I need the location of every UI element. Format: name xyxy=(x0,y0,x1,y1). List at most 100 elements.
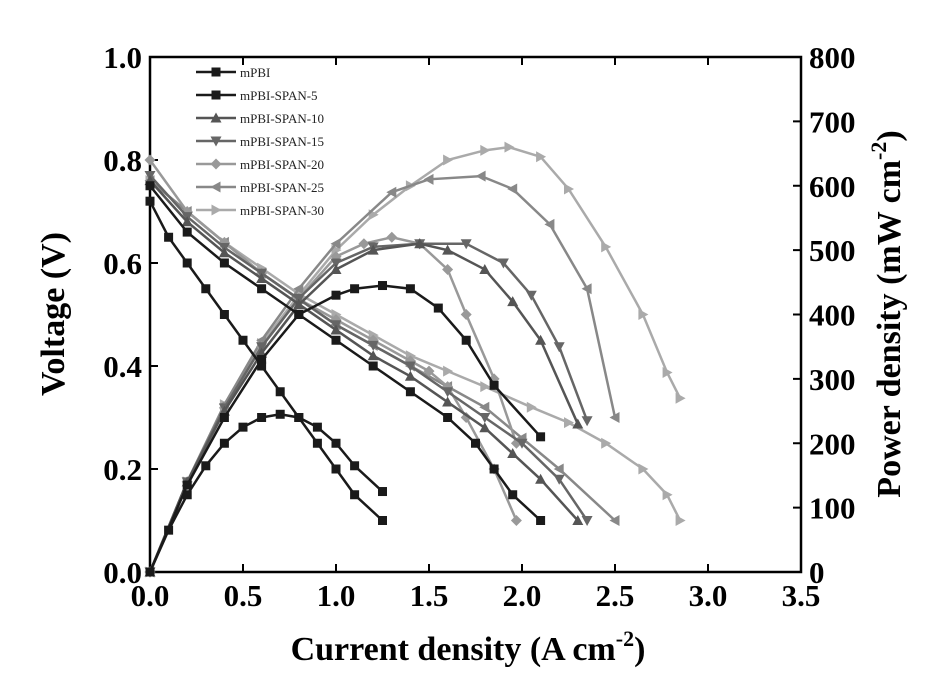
voltage-point xyxy=(313,439,322,448)
power-point xyxy=(146,568,155,577)
legend-label: mPBI xyxy=(240,65,270,80)
power-point xyxy=(676,393,686,404)
series-mPBI xyxy=(146,197,388,577)
legend-item: mPBI-SPAN-25 xyxy=(196,180,324,195)
voltage-point xyxy=(527,402,537,413)
voltage-point xyxy=(220,310,229,319)
y-left-tick-label: 0.8 xyxy=(103,143,142,178)
x-tick-label: 2.5 xyxy=(596,578,635,613)
voltage-point xyxy=(536,516,545,525)
legend-label: mPBI-SPAN-20 xyxy=(240,157,324,172)
voltage-point xyxy=(257,362,266,371)
voltage-point xyxy=(663,489,673,500)
y-right-tick-label: 100 xyxy=(809,491,856,526)
y-right-tick-label: 500 xyxy=(809,233,856,268)
legend-marker xyxy=(211,159,222,170)
y-right-tick-label: 200 xyxy=(809,426,856,461)
y-right-tick-label: 800 xyxy=(809,40,856,75)
power-point xyxy=(378,487,387,496)
y-right-tick-label: 0 xyxy=(809,555,825,590)
power-point xyxy=(490,381,499,390)
legend-marker xyxy=(212,205,222,216)
voltage-point xyxy=(332,465,341,474)
legend-item: mPBI xyxy=(196,65,270,80)
power-point xyxy=(276,410,285,419)
ticks-layer: 0.00.51.01.52.02.53.03.50.00.20.40.60.81… xyxy=(103,40,855,613)
x-tick-label: 1.5 xyxy=(410,578,449,613)
power-point xyxy=(257,413,266,422)
series-layer xyxy=(145,142,686,578)
power-point xyxy=(332,439,341,448)
series-mPBI-SPAN-20 xyxy=(145,155,522,578)
voltage-point xyxy=(350,490,359,499)
legend-item: mPBI-SPAN-20 xyxy=(196,157,324,172)
power-point xyxy=(536,432,545,441)
power-point xyxy=(663,367,673,378)
y-left-tick-label: 0.6 xyxy=(103,246,142,281)
voltage-point xyxy=(239,336,248,345)
y-left-tick-label: 1.0 xyxy=(103,40,142,75)
legend-marker xyxy=(212,68,221,77)
legend-marker xyxy=(211,182,221,193)
power-point xyxy=(294,413,303,422)
power-curve xyxy=(150,176,615,572)
y-left-tick-label: 0.0 xyxy=(103,555,142,590)
legend-item: mPBI-SPAN-30 xyxy=(196,203,324,218)
legend-label: mPBI-SPAN-5 xyxy=(240,88,318,103)
legend-label: mPBI-SPAN-25 xyxy=(240,180,324,195)
y-axis-right-title: Power density (mW cm-2) xyxy=(866,130,908,497)
voltage-point xyxy=(490,465,499,474)
power-point xyxy=(239,423,248,432)
power-point xyxy=(434,304,443,313)
power-point xyxy=(554,342,565,352)
power-point xyxy=(480,145,490,156)
y-left-tick-label: 0.2 xyxy=(103,452,142,487)
x-tick-label: 2.0 xyxy=(503,578,542,613)
x-tick-label: 0.5 xyxy=(224,578,263,613)
voltage-point xyxy=(508,490,517,499)
power-point xyxy=(504,142,514,153)
power-point xyxy=(582,283,592,294)
y-right-tick-label: 600 xyxy=(809,169,856,204)
power-point xyxy=(220,439,229,448)
y-right-tick-label: 700 xyxy=(809,104,856,139)
legend-label: mPBI-SPAN-10 xyxy=(240,111,324,126)
voltage-point xyxy=(332,336,341,345)
power-point xyxy=(350,461,359,470)
legend-item: mPBI-SPAN-5 xyxy=(196,88,318,103)
power-point xyxy=(507,183,517,194)
voltage-point xyxy=(164,233,173,242)
voltage-curve xyxy=(150,181,578,521)
voltage-point xyxy=(146,181,155,190)
power-point xyxy=(582,416,593,426)
power-point xyxy=(406,284,415,293)
power-point xyxy=(443,155,453,166)
x-tick-label: 3.0 xyxy=(689,578,728,613)
x-tick-label: 1.0 xyxy=(317,578,356,613)
power-point xyxy=(183,490,192,499)
power-point xyxy=(462,336,471,345)
voltage-point xyxy=(183,228,192,237)
voltage-point xyxy=(276,387,285,396)
power-point xyxy=(358,238,369,249)
y-left-tick-label: 0.4 xyxy=(103,349,142,384)
voltage-point xyxy=(257,284,266,293)
y-right-tick-label: 400 xyxy=(809,298,856,333)
legend-item: mPBI-SPAN-15 xyxy=(196,134,324,149)
voltage-point xyxy=(369,362,378,371)
power-point xyxy=(313,423,322,432)
voltage-point xyxy=(201,284,210,293)
power-point xyxy=(378,281,387,290)
voltage-point xyxy=(511,515,522,526)
voltage-point xyxy=(378,516,387,525)
legend: mPBI mPBI-SPAN-5 mPBI-SPAN-10 mPBI-SPAN-15 m… xyxy=(196,65,324,218)
x-axis-title: Current density (A cm-2) xyxy=(291,626,646,668)
power-point xyxy=(294,310,303,319)
legend-marker xyxy=(212,91,221,100)
voltage-point xyxy=(146,197,155,206)
y-right-tick-label: 300 xyxy=(809,362,856,397)
power-curve xyxy=(150,244,587,572)
voltage-point xyxy=(220,259,229,268)
power-point xyxy=(572,418,583,428)
